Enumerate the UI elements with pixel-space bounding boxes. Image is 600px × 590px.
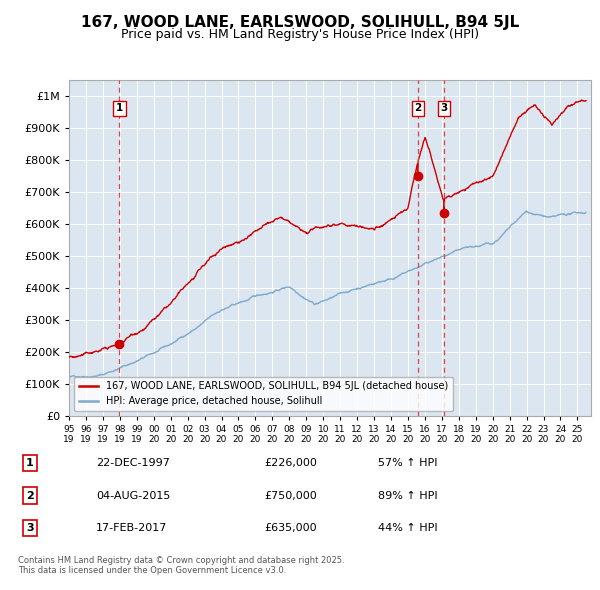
Text: Contains HM Land Registry data © Crown copyright and database right 2025.
This d: Contains HM Land Registry data © Crown c… — [18, 556, 344, 575]
Text: 44% ↑ HPI: 44% ↑ HPI — [378, 523, 437, 533]
Text: 17-FEB-2017: 17-FEB-2017 — [96, 523, 167, 533]
Text: Price paid vs. HM Land Registry's House Price Index (HPI): Price paid vs. HM Land Registry's House … — [121, 28, 479, 41]
Text: 22-DEC-1997: 22-DEC-1997 — [96, 458, 170, 468]
Text: 57% ↑ HPI: 57% ↑ HPI — [378, 458, 437, 468]
Text: 2: 2 — [26, 491, 34, 500]
Text: 3: 3 — [440, 103, 448, 113]
Legend: 167, WOOD LANE, EARLSWOOD, SOLIHULL, B94 5JL (detached house), HPI: Average pric: 167, WOOD LANE, EARLSWOOD, SOLIHULL, B94… — [74, 376, 453, 411]
Text: 1: 1 — [26, 458, 34, 468]
Text: 3: 3 — [26, 523, 34, 533]
Text: 2: 2 — [415, 103, 422, 113]
Text: 1: 1 — [116, 103, 123, 113]
Text: £226,000: £226,000 — [264, 458, 317, 468]
Text: £635,000: £635,000 — [264, 523, 317, 533]
Text: £750,000: £750,000 — [264, 491, 317, 500]
Text: 04-AUG-2015: 04-AUG-2015 — [96, 491, 170, 500]
Text: 89% ↑ HPI: 89% ↑ HPI — [378, 491, 437, 500]
Text: 167, WOOD LANE, EARLSWOOD, SOLIHULL, B94 5JL: 167, WOOD LANE, EARLSWOOD, SOLIHULL, B94… — [81, 15, 519, 30]
